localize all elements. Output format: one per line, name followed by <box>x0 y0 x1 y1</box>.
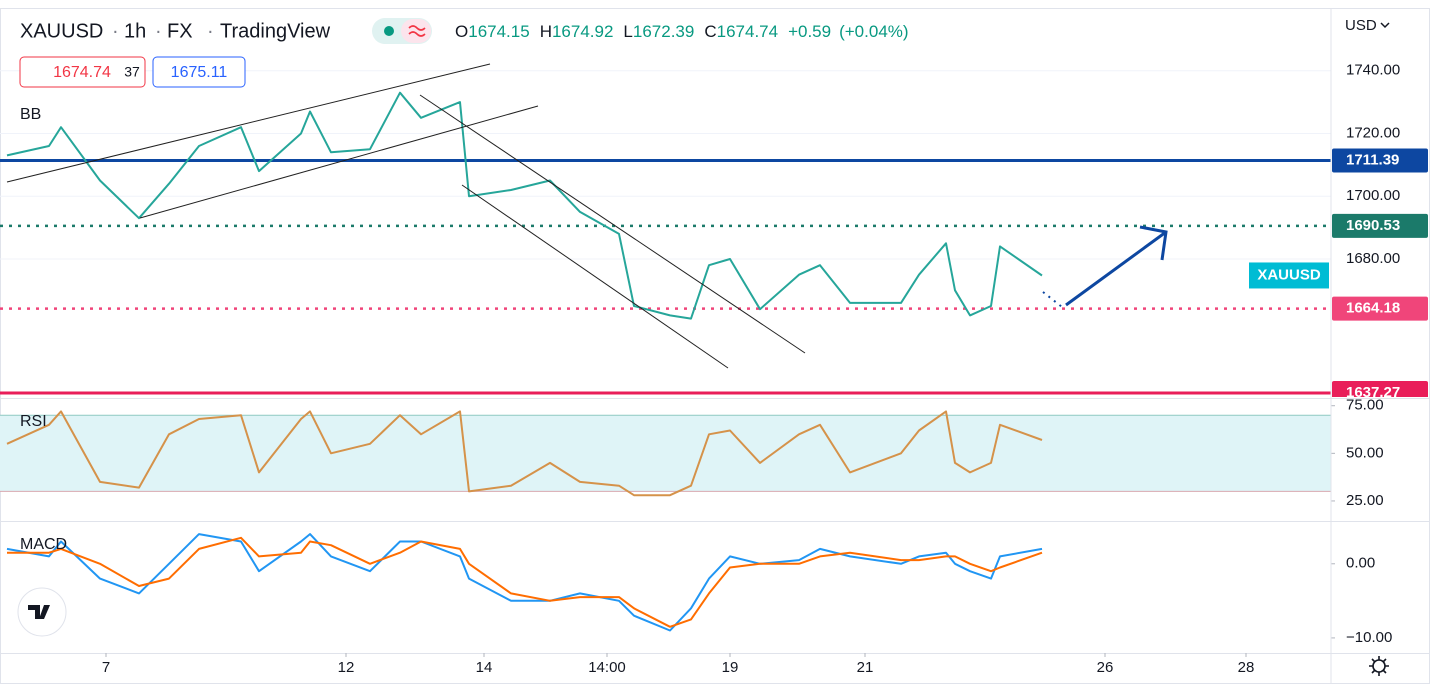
x-tick-label: 7 <box>102 659 110 676</box>
x-tick-label: 12 <box>338 659 355 676</box>
price-badge-label: 1664.18 <box>1346 300 1400 317</box>
plot-layer: 1680.00 1700.00 1720.00 1740.00 1711.39 1690.… <box>0 62 1428 646</box>
y-tick-label: 1700.00 <box>1346 187 1400 204</box>
symbol-badge <box>1249 262 1329 289</box>
change-pct: (+0.04%) <box>839 22 908 41</box>
separator: · <box>112 20 119 42</box>
x-tick-label: 21 <box>857 659 874 676</box>
channel-line <box>419 94 806 354</box>
x-tick-label: 14:00 <box>588 659 626 676</box>
y-tick-label: 1740.00 <box>1346 62 1400 79</box>
price-badge <box>1332 296 1428 321</box>
indicator-label: MACD <box>20 536 67 553</box>
ohlc-value: 1672.39 <box>633 22 694 41</box>
price-badge <box>1332 381 1428 397</box>
y-tick-label: 1680.00 <box>1346 250 1400 267</box>
change: +0.59 <box>788 22 831 41</box>
price-badge <box>1332 148 1428 173</box>
logo-dot <box>43 605 49 611</box>
legend-header: XAUUSD · 1h · FX · TradingView O1674.15 H… <box>10 14 909 88</box>
channel-line <box>461 184 729 369</box>
y-tick-label: 25.00 <box>1346 492 1384 509</box>
currency-caret <box>1380 22 1390 29</box>
sell-price[interactable]: 1674.74 <box>53 64 111 81</box>
series-line <box>6 91 1043 320</box>
ohlc-value: 1674.92 <box>552 22 613 41</box>
tv-logo <box>17 587 67 637</box>
pane: −10.00 0.00 MACD <box>6 533 1392 646</box>
ohlc-key: H <box>540 22 552 41</box>
pane: 25.00 50.00 75.00 RSI <box>0 397 1384 509</box>
rsi-band <box>0 415 1331 492</box>
drawings <box>6 63 1168 369</box>
ohlc: O1674.15 H1674.92 L1672.39 C1674.74 +0.59 (+0… <box>455 22 909 41</box>
indicator-label: BB <box>20 106 41 123</box>
x-tick-label: 26 <box>1097 659 1114 676</box>
series-line <box>7 536 1043 628</box>
replay-icon <box>408 25 426 37</box>
y-tick-label: 50.00 <box>1346 444 1384 461</box>
sell-button[interactable] <box>19 56 146 88</box>
symbol-badge-label: XAUUSD <box>1257 266 1321 283</box>
replay-badge[interactable] <box>401 19 431 43</box>
exchange: FX <box>167 20 193 42</box>
interval: 1h <box>124 20 146 42</box>
price-badge-label: 1637.27 <box>1346 384 1400 401</box>
buy-price[interactable]: 1675.11 <box>171 64 228 81</box>
projection-arrow <box>1065 225 1168 307</box>
x-tick-label: 19 <box>722 659 739 676</box>
separator: · <box>207 20 214 42</box>
channel-line <box>139 105 539 219</box>
gear-teeth <box>1369 656 1389 676</box>
y-tick-label: 0.00 <box>1346 555 1375 572</box>
indicator-label: RSI <box>20 413 47 430</box>
price-badge <box>1332 213 1428 238</box>
symbol: XAUUSD <box>20 20 103 42</box>
ohlc-value: 1674.15 <box>468 22 529 41</box>
currency[interactable]: USD <box>1345 17 1377 34</box>
source: TradingView <box>220 20 331 42</box>
series-line <box>6 533 1043 632</box>
ohlc-key: C <box>704 22 716 41</box>
buy-button[interactable] <box>152 56 246 88</box>
ohlc-value: 1674.74 <box>717 22 778 41</box>
series-line <box>6 410 1043 497</box>
channel-line <box>6 63 491 183</box>
pane: 1680.00 1700.00 1720.00 1740.00 1711.39 1690.… <box>0 62 1428 401</box>
settings-icon[interactable] <box>1369 656 1389 676</box>
y-tick-label: −10.00 <box>1346 629 1392 646</box>
y-tick-label: 75.00 <box>1346 397 1384 414</box>
x-tick-label: 28 <box>1238 659 1255 676</box>
separator: · <box>155 20 162 42</box>
spread: 37 <box>124 64 140 80</box>
ohlc-key: O <box>455 22 468 41</box>
price-badge-label: 1711.39 <box>1346 151 1399 168</box>
status-dot <box>384 26 394 36</box>
price-badge-label: 1690.53 <box>1346 217 1400 234</box>
y-tick-label: 1720.00 <box>1346 124 1400 141</box>
ohlc-key: L <box>623 22 632 41</box>
x-tick-label: 14 <box>476 659 493 676</box>
